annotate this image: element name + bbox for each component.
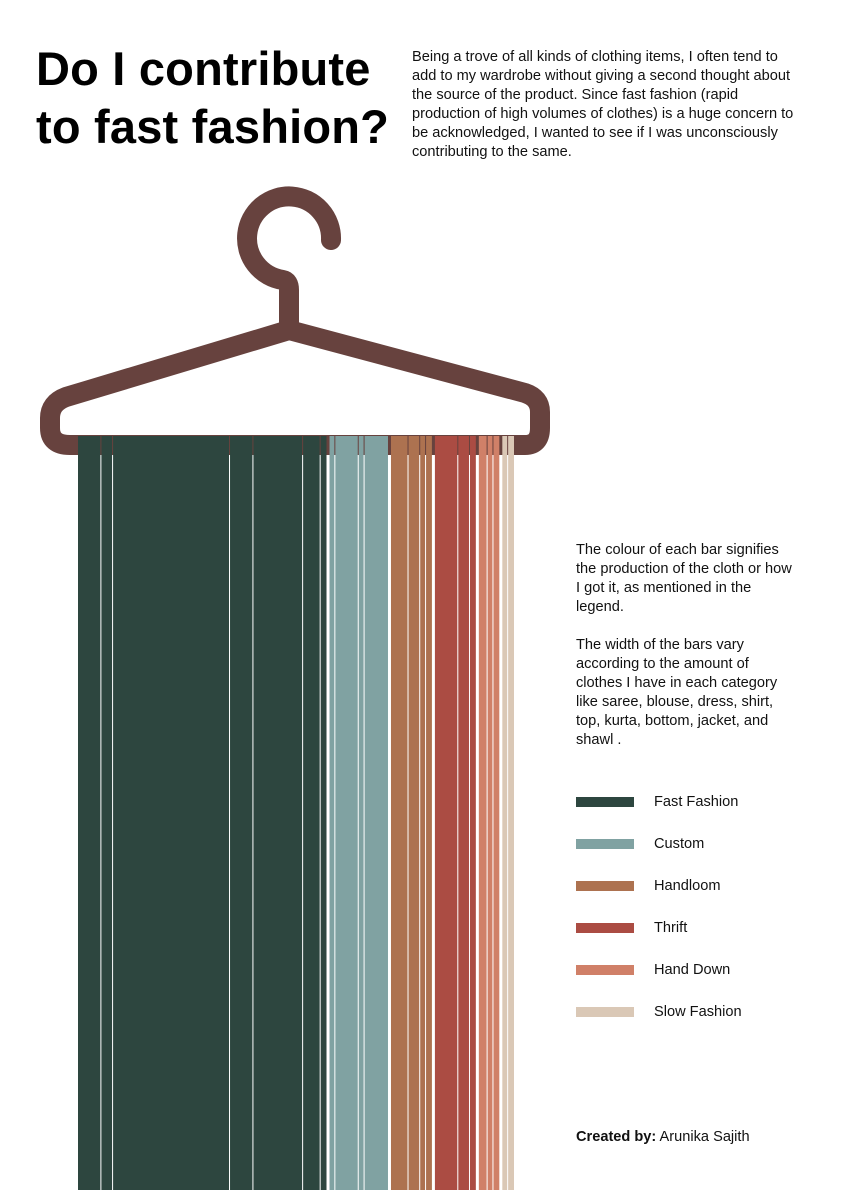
legend-swatch	[576, 881, 634, 891]
bar-fast-fashion	[253, 436, 303, 1190]
bar-fast-fashion	[113, 436, 230, 1190]
hanger-icon	[40, 186, 550, 455]
hanger-hook	[237, 186, 342, 332]
bar-handloom	[426, 436, 432, 1190]
bar-custom	[335, 436, 358, 1190]
legend-swatch	[576, 965, 634, 975]
legend-label: Hand Down	[654, 961, 731, 978]
legend-item-custom: Custom	[576, 823, 742, 865]
legend-label: Thrift	[654, 919, 688, 936]
bar-thrift	[434, 436, 458, 1190]
bar-hand-down	[493, 436, 500, 1190]
legend-swatch	[576, 1007, 634, 1017]
bar-fast-fashion	[320, 436, 327, 1190]
bar-custom	[329, 436, 335, 1190]
legend-swatch	[576, 797, 634, 807]
legend-item-thrift: Thrift	[576, 907, 742, 949]
bar-hand-down	[487, 436, 493, 1190]
page-title: Do I contribute to fast fashion?	[36, 40, 389, 156]
title-line-2: to fast fashion?	[36, 100, 390, 153]
bar-hand-down	[478, 436, 487, 1190]
legend-label: Custom	[654, 835, 705, 852]
note-colour: The colour of each bar signifies the pro…	[576, 542, 792, 615]
bar-fast-fashion	[101, 436, 113, 1190]
legend-label: Handloom	[654, 877, 721, 894]
legend-item-slow-fashion: Slow Fashion	[576, 991, 742, 1033]
legend-item-handloom: Handloom	[576, 865, 742, 907]
bar-fast-fashion	[230, 436, 253, 1190]
note-width: The width of the bars vary according to …	[576, 637, 778, 748]
chart-notes: The colour of each bar signifies the pro…	[576, 541, 796, 769]
bar-fast-fashion	[303, 436, 320, 1190]
bar-thrift	[458, 436, 469, 1190]
bar-thrift	[469, 436, 476, 1190]
legend-label: Slow Fashion	[654, 1003, 742, 1020]
bars-group	[78, 436, 514, 1190]
legend-swatch	[576, 839, 634, 849]
credit-label: Created by:	[576, 1129, 657, 1145]
bar-slow-fashion	[502, 436, 508, 1190]
bar-custom	[364, 436, 388, 1190]
hanger-body	[40, 320, 550, 455]
legend-swatch	[576, 923, 634, 933]
bar-fast-fashion	[78, 436, 101, 1190]
bar-slow-fashion	[508, 436, 514, 1190]
bar-custom	[358, 436, 364, 1190]
bar-handloom	[420, 436, 426, 1190]
credit: Created by: Arunika Sajith	[576, 1129, 750, 1145]
bar-handloom	[408, 436, 420, 1190]
title-line-1: Do I contribute	[36, 42, 371, 95]
legend: Fast Fashion Custom Handloom Thrift Hand…	[576, 781, 742, 1033]
bar-handloom	[390, 436, 408, 1190]
legend-item-fast-fashion: Fast Fashion	[576, 781, 742, 823]
intro-paragraph: Being a trove of all kinds of clothing i…	[412, 49, 794, 160]
legend-item-hand-down: Hand Down	[576, 949, 742, 991]
credit-name: Arunika Sajith	[659, 1129, 750, 1145]
legend-label: Fast Fashion	[654, 793, 739, 810]
